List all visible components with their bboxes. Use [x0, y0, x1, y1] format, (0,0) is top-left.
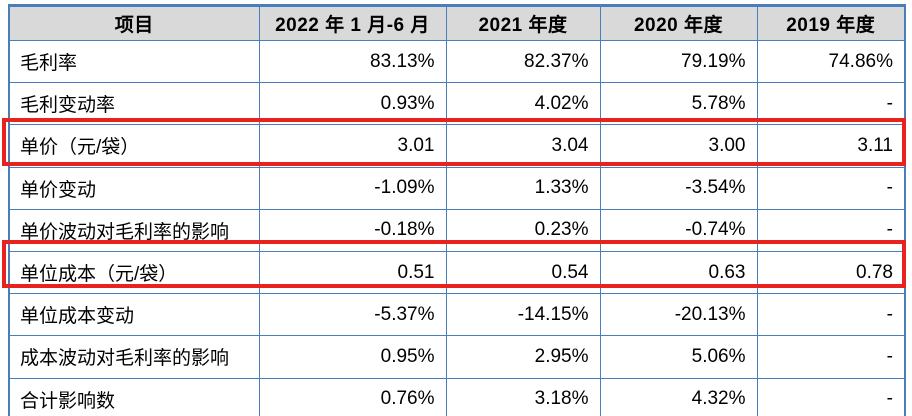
cell: -0.74%	[599, 208, 758, 252]
cell: 3.18%	[445, 377, 601, 416]
row-label: 毛利率	[8, 39, 260, 84]
cell: -	[756, 208, 906, 252]
row-label: 成本波动对毛利率的影响	[8, 335, 260, 379]
column-header-2019: 2019 年度	[756, 5, 906, 41]
column-header-2021: 2021 年度	[445, 5, 601, 41]
cell: -	[756, 377, 906, 416]
table-row-gross-margin: 毛利率 83.13% 82.37% 79.19% 74.86%	[8, 39, 906, 84]
column-header-2022h1: 2022 年 1 月-6 月	[258, 5, 447, 41]
cell: 0.93%	[258, 82, 447, 126]
cell: 5.78%	[599, 82, 758, 126]
table-row-price-impact: 单价波动对毛利率的影响 -0.18% 0.23% -0.74% -	[8, 208, 906, 252]
cell: 0.23%	[445, 208, 601, 252]
table-row-gross-margin-change: 毛利变动率 0.93% 4.02% 5.78% -	[8, 82, 906, 126]
cell: 0.78	[756, 250, 906, 295]
cell: 2.95%	[445, 335, 601, 379]
cell: 0.95%	[258, 335, 447, 379]
cell: 0.54	[445, 250, 601, 295]
cell: 4.02%	[445, 82, 601, 126]
table-row-unit-cost-change: 单位成本变动 -5.37% -14.15% -20.13% -	[8, 293, 906, 337]
cell: -1.09%	[258, 166, 447, 210]
cell: 0.51	[258, 250, 447, 295]
cell: 0.63	[599, 250, 758, 295]
cell: 0.76%	[258, 377, 447, 416]
cell: 3.04	[445, 124, 601, 168]
cell: 3.01	[258, 124, 447, 168]
table-row-cost-impact: 成本波动对毛利率的影响 0.95% 2.95% 5.06% -	[8, 335, 906, 379]
row-label: 毛利变动率	[8, 82, 260, 126]
table-header-row: 项目 2022 年 1 月-6 月 2021 年度 2020 年度 2019 年…	[8, 5, 906, 41]
cell: 83.13%	[258, 39, 447, 84]
row-label: 单价（元/袋）	[8, 124, 260, 168]
table-row-total-impact: 合计影响数 0.76% 3.18% 4.32% -	[8, 377, 906, 416]
cell: 4.32%	[599, 377, 758, 416]
row-label: 单价波动对毛利率的影响	[8, 208, 260, 252]
cell: 1.33%	[445, 166, 601, 210]
cell: -	[756, 82, 906, 126]
table-row-unit-price: 单价（元/袋） 3.01 3.04 3.00 3.11	[8, 124, 906, 168]
cell: 82.37%	[445, 39, 601, 84]
row-label: 单位成本变动	[8, 293, 260, 337]
table-row-unit-price-change: 单价变动 -1.09% 1.33% -3.54% -	[8, 166, 906, 210]
cell: 3.00	[599, 124, 758, 168]
row-label: 单位成本（元/袋）	[8, 250, 260, 295]
cell: -5.37%	[258, 293, 447, 337]
cell: 79.19%	[599, 39, 758, 84]
column-header-item: 项目	[8, 5, 260, 41]
table-row-unit-cost: 单位成本（元/袋） 0.51 0.54 0.63 0.78	[8, 250, 906, 295]
cell: -20.13%	[599, 293, 758, 337]
cell: 5.06%	[599, 335, 758, 379]
cell: -	[756, 293, 906, 337]
row-label: 合计影响数	[8, 377, 260, 416]
cell: -0.18%	[258, 208, 447, 252]
cell: -14.15%	[445, 293, 601, 337]
cell: -3.54%	[599, 166, 758, 210]
cell: -	[756, 166, 906, 210]
cell: 74.86%	[756, 39, 906, 84]
row-label: 单价变动	[8, 166, 260, 210]
gross-margin-analysis-table: 项目 2022 年 1 月-6 月 2021 年度 2020 年度 2019 年…	[8, 4, 906, 416]
cell: 3.11	[756, 124, 906, 168]
column-header-2020: 2020 年度	[599, 5, 758, 41]
cell: -	[756, 335, 906, 379]
